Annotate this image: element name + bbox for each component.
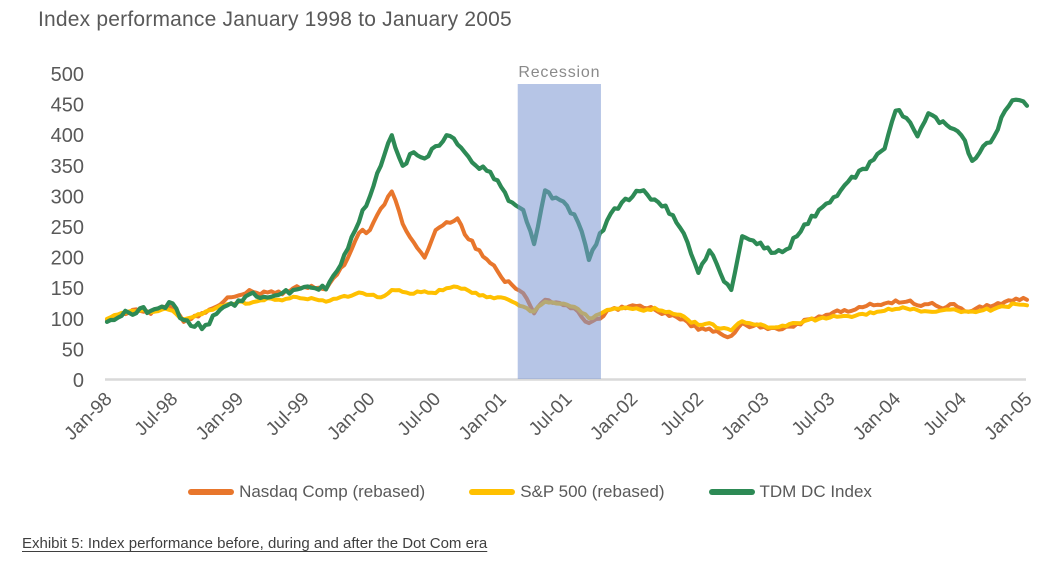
legend-label-sp500: S&P 500 (rebased) xyxy=(520,482,665,501)
y-axis-tick-label: 450 xyxy=(51,95,84,117)
y-axis-tick-label: 0 xyxy=(73,370,84,392)
y-axis-tick-label: 500 xyxy=(51,64,84,86)
tdm-line-marker-icon xyxy=(708,489,755,495)
y-axis-tick-label: 50 xyxy=(62,339,84,361)
y-axis-tick-label: 150 xyxy=(51,278,84,300)
x-axis-tick-label: Jul-00 xyxy=(394,389,445,440)
x-axis-tick-label: Jan-04 xyxy=(849,388,905,444)
legend-item-tdm: TDM DC Index xyxy=(708,482,872,502)
chart-title: Index performance January 1998 to Januar… xyxy=(38,8,512,31)
nasdaq-line-marker-icon xyxy=(188,489,235,495)
x-axis-tick-label: Jan-02 xyxy=(586,389,642,445)
x-axis-tick-label: Jan-03 xyxy=(718,389,774,445)
x-axis-tick-label: Jan-05 xyxy=(981,389,1037,445)
recession-band xyxy=(517,84,601,379)
x-axis-tick-label: Jul-03 xyxy=(788,389,839,440)
y-axis-tick-label: 350 xyxy=(51,156,84,178)
x-axis-tick-label: Jul-04 xyxy=(919,388,971,440)
y-axis-tick-label: 300 xyxy=(51,186,84,208)
recession-band-label: Recession xyxy=(518,64,600,81)
line-chart-canvas: 0 50 100 150 200 250 300 350 400 450 500 Jan-98 Jul-… xyxy=(51,64,1037,445)
x-axis-tick-label: Jan-98 xyxy=(61,389,117,445)
legend-item-sp500: S&P 500 (rebased) xyxy=(469,482,665,502)
exhibit-caption: Exhibit 5: Index performance before, dur… xyxy=(22,535,488,552)
legend-label-nasdaq: Nasdaq Comp (rebased) xyxy=(239,482,426,501)
x-axis-tick-label: Jul-01 xyxy=(525,389,576,440)
x-axis-tick-label: Jul-02 xyxy=(657,389,708,440)
x-axis-tick-label: Jan-00 xyxy=(323,389,379,445)
y-axis-tick-label: 100 xyxy=(51,309,84,331)
y-axis-tick-label: 400 xyxy=(51,125,84,147)
x-axis-tick-label: Jan-01 xyxy=(455,389,511,445)
x-axis-tick-label: Jul-99 xyxy=(262,389,313,440)
legend-item-nasdaq: Nasdaq Comp (rebased) xyxy=(188,482,425,502)
legend-label-tdm: TDM DC Index xyxy=(759,482,872,501)
x-axis-tick-label: Jul-98 xyxy=(131,389,182,440)
x-axis-tick-label: Jan-99 xyxy=(192,389,248,445)
y-axis-tick-label: 250 xyxy=(51,217,84,239)
sp500-line-marker-icon xyxy=(469,489,516,495)
legend: Nasdaq Comp (rebased) S&P 500 (rebased) … xyxy=(30,480,1030,504)
y-axis-tick-label: 200 xyxy=(51,248,84,270)
